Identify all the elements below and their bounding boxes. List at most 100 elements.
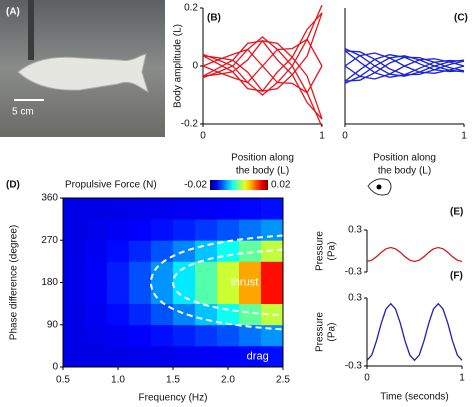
heat-cell xyxy=(261,282,284,305)
heat-cell xyxy=(195,303,218,326)
panel-label: (B) xyxy=(207,13,221,24)
heat-cell xyxy=(173,261,196,283)
x-axis-label: Frequency (Hz) xyxy=(139,393,208,404)
heat-cell xyxy=(129,282,152,305)
heat-cell xyxy=(173,303,196,326)
heat-cell xyxy=(261,198,284,220)
heat-cell xyxy=(129,345,152,368)
data-line xyxy=(202,36,323,128)
y-tick-label: 360 xyxy=(41,193,58,204)
heat-cell xyxy=(195,261,218,283)
heat-cell xyxy=(151,219,174,241)
fish-outline xyxy=(367,178,392,196)
y-tick-label: 0 xyxy=(192,61,198,72)
heat-cell xyxy=(239,198,262,220)
heat-cell xyxy=(107,219,130,241)
heat-cell xyxy=(217,219,240,241)
heat-cell xyxy=(85,345,108,368)
panel-label: (C) xyxy=(454,13,468,24)
data-line xyxy=(202,4,323,96)
y-axis-label: Phase difference (degree) xyxy=(9,225,20,340)
heat-cell xyxy=(217,282,240,305)
y-tick-label: -0.3 xyxy=(345,267,363,278)
colorbar-tick-label: -0.02 xyxy=(184,180,207,191)
x-tick-label: 1.0 xyxy=(111,375,125,386)
data-line xyxy=(344,55,465,84)
heat-cell xyxy=(195,282,218,305)
fish-icon xyxy=(367,178,392,196)
heat-cell xyxy=(151,261,174,283)
heat-cell xyxy=(63,198,86,220)
y-tick-label: -0.2 xyxy=(181,119,199,130)
heat-cell xyxy=(85,198,108,220)
x-axis-label: the body (L) xyxy=(236,166,289,177)
data-line xyxy=(366,246,463,263)
heat-cell xyxy=(261,324,284,347)
heat-cell xyxy=(107,345,130,368)
panel-label: (A) xyxy=(6,7,20,18)
heat-cell xyxy=(151,282,174,305)
heat-cell xyxy=(239,261,262,283)
x-tick-label: 0 xyxy=(200,131,206,142)
y-tick-label: 270 xyxy=(41,235,58,246)
heat-cell xyxy=(261,219,284,241)
data-line xyxy=(202,40,323,120)
heat-cell xyxy=(129,324,152,347)
data-line xyxy=(344,56,465,82)
heat-cell xyxy=(151,240,174,262)
heat-cell xyxy=(217,198,240,220)
heat-cell xyxy=(239,324,262,347)
y-tick-label: 90 xyxy=(47,319,59,330)
y-axis-label: Body amplitude (L) xyxy=(173,24,184,108)
y-axis-label: (Pa) xyxy=(327,242,338,261)
annotation: thrust xyxy=(231,276,259,288)
heat-cell xyxy=(261,303,284,326)
rod xyxy=(28,0,34,60)
photo-panel: 5 cm (A) xyxy=(0,0,165,137)
heat-cell xyxy=(63,324,86,347)
heat-cell xyxy=(151,345,174,368)
heat-cell xyxy=(261,345,284,368)
x-tick-label: 1 xyxy=(319,131,325,142)
colorbar-tick-label: 0.02 xyxy=(271,180,291,191)
heat-cell xyxy=(195,240,218,262)
panel-label: (E) xyxy=(450,207,463,218)
heat-cell xyxy=(107,198,130,220)
heat-cell xyxy=(129,198,152,220)
heat-cell xyxy=(261,261,284,283)
heat-cell xyxy=(85,303,108,326)
x-tick-label: 1.5 xyxy=(166,375,180,386)
heat-cell xyxy=(217,324,240,347)
y-tick-label: 0 xyxy=(52,362,58,373)
heat-cell xyxy=(239,240,262,262)
heat-cell xyxy=(129,261,152,283)
y-axis-label: Pressure xyxy=(315,312,326,352)
x-axis-label: the body (L) xyxy=(378,166,431,177)
x-axis-label: Position along xyxy=(231,153,294,164)
y-axis-label: Pressure xyxy=(315,231,326,271)
sensor-dot xyxy=(376,184,382,190)
panel-label: (F) xyxy=(450,271,463,282)
x-axis-label: Time (seconds) xyxy=(380,392,449,403)
x-tick-label: 0.5 xyxy=(56,375,70,386)
heat-cell xyxy=(151,198,174,220)
y-tick-label: 0.2 xyxy=(184,3,198,14)
heat-cell xyxy=(173,198,196,220)
x-tick-label: 2.5 xyxy=(276,375,290,386)
y-tick-label: 0.3 xyxy=(348,293,362,304)
scale-label: 5 cm xyxy=(12,107,34,118)
x-axis-label: Position along xyxy=(373,153,436,164)
heat-cell xyxy=(239,303,262,326)
x-tick-label: 2.0 xyxy=(221,375,235,386)
heat-cell xyxy=(151,324,174,347)
heat-cell xyxy=(173,282,196,305)
y-tick-label: -0.3 xyxy=(345,361,363,372)
heat-cell xyxy=(217,345,240,368)
heatmap-title: Propulsive Force (N) xyxy=(65,180,157,191)
heat-cell xyxy=(85,282,108,305)
data-line xyxy=(202,40,323,120)
x-tick-label: 1 xyxy=(459,373,465,384)
heat-cell xyxy=(239,282,262,305)
contour xyxy=(171,248,284,317)
